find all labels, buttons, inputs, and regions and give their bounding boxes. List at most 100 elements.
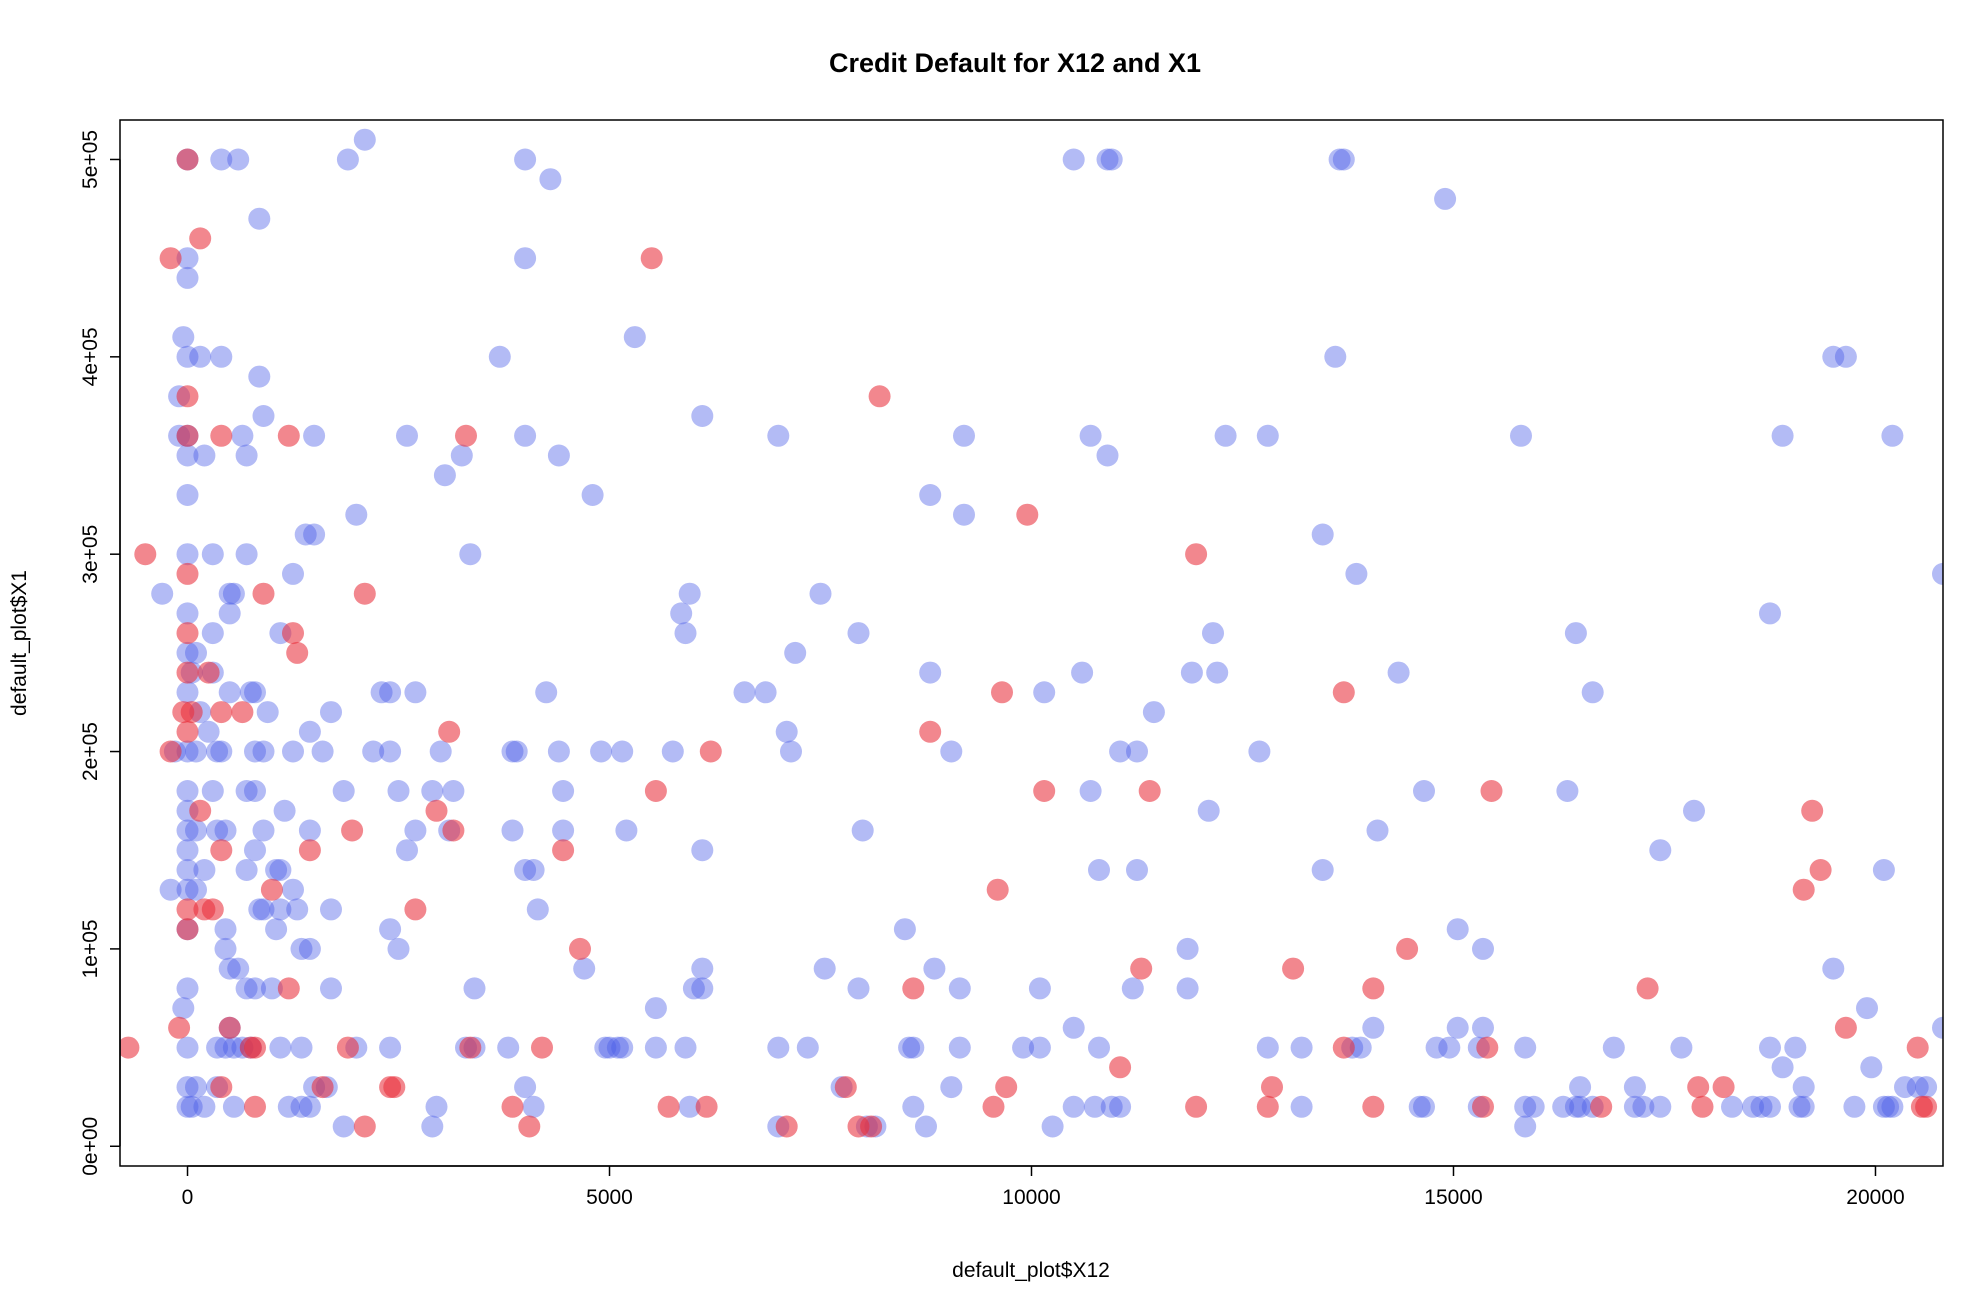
- data-point-1-90: [1362, 1095, 1385, 1118]
- data-point-0-306: [1564, 1095, 1587, 1118]
- data-point-0-329: [1514, 1115, 1537, 1138]
- data-point-1-63: [1834, 1016, 1857, 1039]
- data-point-0-301: [1413, 1095, 1435, 1118]
- data-point-1-92: [1590, 1095, 1613, 1118]
- data-point-1-29: [919, 720, 942, 743]
- data-point-0-142: [1079, 780, 1102, 802]
- data-point-0-292: [522, 1095, 545, 1118]
- data-point-0-55: [953, 503, 975, 526]
- data-point-0-254: [1028, 1036, 1051, 1059]
- data-point-0-178: [159, 878, 182, 901]
- data-point-0-323: [421, 1115, 444, 1138]
- data-point-0-83: [784, 641, 807, 664]
- data-point-0-146: [273, 799, 296, 822]
- data-point-0-304: [1522, 1095, 1545, 1118]
- data-point-0-132: [1248, 740, 1271, 763]
- data-point-0-247: [674, 1036, 697, 1059]
- data-point-0-53: [919, 484, 942, 506]
- data-point-0-282: [1906, 1076, 1929, 1099]
- data-point-1-25: [210, 701, 233, 724]
- data-point-0-284: [176, 1095, 199, 1118]
- data-point-0-285: [180, 1095, 203, 1118]
- data-point-1-52: [176, 918, 199, 941]
- data-point-0-192: [893, 918, 916, 941]
- data-point-0-320: [1877, 1095, 1900, 1118]
- data-point-0-263: [1514, 1036, 1537, 1059]
- data-point-0-305: [1552, 1095, 1575, 1118]
- data-point-0-255: [1088, 1036, 1110, 1059]
- data-point-1-84: [501, 1095, 524, 1118]
- data-point-1-33: [1033, 780, 1056, 802]
- data-point-0-290: [298, 1095, 321, 1118]
- data-point-0-141: [552, 780, 575, 802]
- data-point-1-74: [210, 1076, 233, 1099]
- data-point-0-207: [176, 977, 199, 1000]
- data-point-0-221: [644, 997, 667, 1020]
- data-point-1-73: [1109, 1056, 1132, 1079]
- data-point-1-77: [383, 1076, 406, 1099]
- data-point-0-203: [691, 957, 714, 980]
- data-point-0-129: [940, 740, 963, 763]
- data-point-1-4: [868, 385, 891, 408]
- data-point-0-150: [185, 819, 207, 842]
- data-point-0-80: [1564, 622, 1587, 645]
- data-point-0-44: [176, 444, 199, 467]
- data-point-0-303: [1514, 1095, 1537, 1118]
- data-point-0-300: [1408, 1095, 1431, 1118]
- data-point-0-181: [282, 878, 304, 901]
- data-point-1-13: [1185, 543, 1208, 566]
- data-point-0-174: [1088, 859, 1110, 881]
- data-point-0-257: [1290, 1036, 1313, 1059]
- data-point-0-159: [615, 819, 638, 842]
- data-point-1-30: [159, 740, 182, 763]
- data-point-0-119: [362, 740, 385, 763]
- y-tick-label: 1e+05: [79, 919, 102, 978]
- data-point-1-87: [982, 1095, 1005, 1118]
- data-point-0-61: [235, 543, 258, 566]
- data-point-0-316: [1788, 1095, 1811, 1118]
- data-point-0-278: [1569, 1076, 1592, 1099]
- points-layer: [120, 128, 1943, 1138]
- data-point-1-46: [986, 878, 1009, 901]
- data-point-0-312: [1721, 1095, 1743, 1118]
- data-point-0-283: [1915, 1076, 1938, 1099]
- data-point-0-191: [379, 918, 402, 941]
- data-point-0-322: [332, 1115, 355, 1138]
- data-point-0-152: [214, 819, 237, 842]
- data-point-0-226: [1446, 1016, 1469, 1039]
- data-point-0-241: [497, 1036, 520, 1059]
- data-point-1-60: [1636, 977, 1659, 1000]
- data-point-0-59: [176, 543, 199, 566]
- data-point-0-51: [176, 484, 199, 506]
- data-point-0-148: [1683, 799, 1705, 822]
- data-point-0-98: [535, 681, 558, 704]
- plot-frame: [119, 119, 1944, 1167]
- data-point-0-220: [172, 997, 195, 1020]
- data-point-1-56: [1282, 957, 1305, 980]
- data-point-0-18: [176, 345, 199, 368]
- data-point-0-211: [320, 977, 342, 1000]
- y-tick-label: 5e+05: [79, 130, 102, 189]
- data-point-0-50: [433, 464, 456, 487]
- data-point-0-56: [294, 523, 317, 546]
- data-point-0-12: [1434, 187, 1457, 210]
- data-point-0-224: [1062, 1016, 1085, 1039]
- data-point-0-36: [767, 424, 790, 447]
- data-point-0-2: [227, 148, 250, 171]
- data-point-0-213: [682, 977, 705, 1000]
- data-point-1-31: [699, 740, 722, 763]
- data-point-0-133: [176, 780, 199, 802]
- data-point-0-293: [678, 1095, 701, 1118]
- data-point-0-252: [948, 1036, 971, 1059]
- data-point-0-147: [1197, 799, 1220, 822]
- data-point-0-49: [1096, 444, 1119, 467]
- data-point-1-71: [1476, 1036, 1499, 1059]
- data-point-0-99: [733, 681, 756, 704]
- data-point-0-26: [248, 365, 271, 388]
- data-point-0-43: [1881, 424, 1904, 447]
- data-point-0-28: [252, 405, 275, 427]
- data-point-1-70: [1332, 1036, 1355, 1059]
- data-point-0-169: [235, 859, 258, 881]
- data-point-0-315: [1759, 1095, 1781, 1118]
- data-point-0-66: [151, 582, 174, 605]
